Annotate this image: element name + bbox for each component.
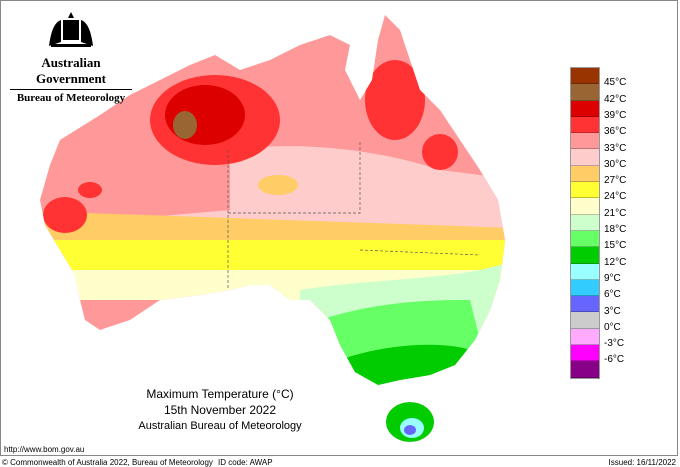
map-source: Australian Bureau of Meteorology xyxy=(138,420,302,432)
legend-label: 42°C xyxy=(604,93,627,105)
legend-swatch xyxy=(571,361,599,378)
legend-swatch xyxy=(571,149,599,166)
legend-swatch xyxy=(571,312,599,329)
legend-swatch xyxy=(571,182,599,199)
legend-label: 39°C xyxy=(604,109,627,121)
coat-of-arms-icon xyxy=(49,12,93,47)
legend-label: 6°C xyxy=(604,289,621,301)
legend-swatch xyxy=(571,279,599,297)
legend-label: 45°C xyxy=(604,77,627,89)
legend-swatch xyxy=(571,247,599,264)
map-title: Maximum Temperature (°C) xyxy=(146,387,294,401)
government-name: Australian Government xyxy=(35,55,107,86)
website-url[interactable]: http://www.bom.gov.au xyxy=(4,445,85,454)
legend-label: 33°C xyxy=(604,142,627,154)
copyright-text: © Commonwealth of Australia 2022, Bureau… xyxy=(2,458,213,467)
legend-swatch xyxy=(571,165,599,183)
legend-swatch xyxy=(571,198,599,215)
legend-label: 3°C xyxy=(604,305,621,317)
legend-label: 9°C xyxy=(604,272,621,284)
legend-swatch xyxy=(571,230,599,248)
legend-label: 18°C xyxy=(604,224,627,235)
map-panel xyxy=(0,0,678,456)
legend-swatch xyxy=(571,263,599,280)
legend-swatch xyxy=(571,328,599,346)
legend-label: 36°C xyxy=(604,126,627,138)
legend-swatch xyxy=(571,214,599,231)
legend-swatch xyxy=(571,68,599,85)
legend-swatch xyxy=(571,116,599,134)
legend-swatch xyxy=(571,84,599,101)
legend-label: 12°C xyxy=(604,256,627,268)
state-borders xyxy=(227,140,481,290)
map-date: 15th November 2022 xyxy=(163,403,277,417)
legend-swatch xyxy=(571,345,599,362)
agency-name: Bureau of Meteorology xyxy=(16,92,126,104)
temperature-legend xyxy=(570,67,600,379)
legend-swatch xyxy=(571,100,599,117)
legend-label: 30°C xyxy=(604,158,627,170)
legend-label: -6°C xyxy=(604,354,625,366)
legend-label: 15°C xyxy=(604,240,627,252)
map-title-block: Maximum Temperature (°C) 15th November 2… xyxy=(120,386,320,434)
legend-swatch xyxy=(571,133,599,150)
issued-date: Issued: 16/11/2022 xyxy=(608,458,676,467)
legend-label: 0°C xyxy=(604,321,621,333)
legend-label: -3°C xyxy=(604,338,625,350)
legend-swatch xyxy=(571,296,599,313)
id-code: ID code: AWAP xyxy=(218,458,273,467)
legend-label: 27°C xyxy=(604,175,627,187)
australian-government-logo: Australian Government Bureau of Meteorol… xyxy=(10,12,132,104)
legend-label: 21°C xyxy=(604,207,627,219)
legend-label: 24°C xyxy=(604,191,627,203)
